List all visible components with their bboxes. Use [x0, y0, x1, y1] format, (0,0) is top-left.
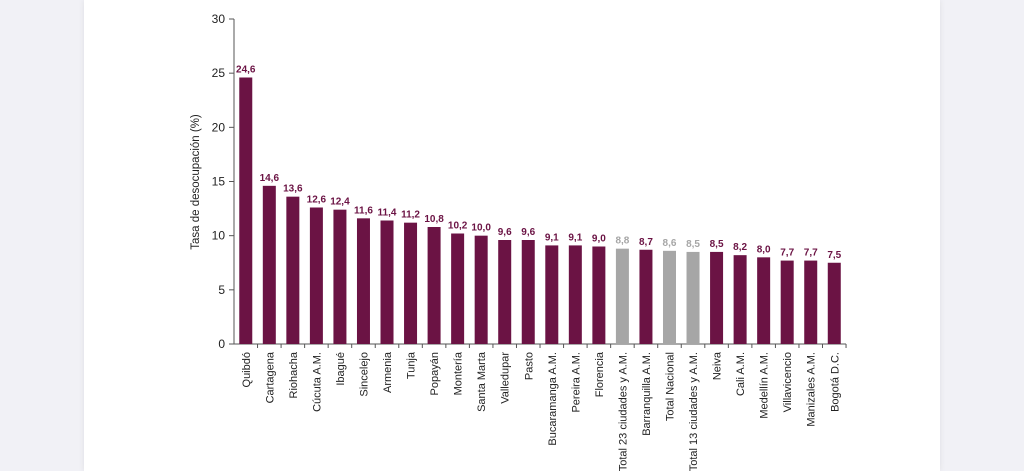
value-label: 11,2: [401, 210, 420, 221]
bar: [333, 209, 347, 344]
category-label: Florencia: [594, 351, 606, 397]
bar: [733, 255, 747, 344]
bar: [521, 240, 535, 344]
category-label: Armenia: [382, 351, 394, 393]
y-tick-label: 15: [212, 175, 226, 189]
bar: [686, 251, 700, 344]
value-label: 8,5: [710, 239, 724, 250]
y-tick-label: 0: [218, 337, 225, 351]
value-label: 9,0: [592, 234, 606, 245]
category-label: Popayán: [429, 352, 441, 395]
category-label: Total Nacional: [664, 352, 676, 421]
value-label: 8,8: [615, 236, 629, 247]
value-label: 8,0: [757, 244, 771, 255]
value-label: 7,7: [804, 248, 818, 259]
bar: [309, 207, 323, 344]
category-label: Sincelejo: [358, 352, 370, 397]
y-tick-label: 5: [218, 283, 225, 297]
category-label: Total 23 ciudades y A.M.: [617, 352, 629, 471]
category-label: Pasto: [523, 352, 535, 380]
bar: [262, 185, 276, 344]
value-label: 8,2: [733, 242, 747, 253]
bar: [780, 260, 794, 344]
bar: [804, 260, 818, 344]
bar: [427, 227, 441, 344]
y-tick-label: 10: [212, 229, 226, 243]
bar: [380, 220, 394, 344]
value-label: 11,6: [354, 205, 373, 216]
value-label: 9,6: [498, 227, 512, 238]
bar: [474, 235, 488, 344]
bar: [286, 196, 300, 344]
value-label: 14,6: [260, 173, 280, 184]
category-label: Montería: [453, 351, 465, 395]
y-tick-label: 25: [212, 66, 226, 80]
value-label: 9,1: [545, 232, 559, 243]
bar: [451, 233, 465, 344]
category-label: Medellín A.M.: [759, 352, 771, 419]
value-label: 9,1: [568, 232, 582, 243]
category-label: Valledupar: [500, 352, 512, 404]
category-label: Quibdó: [241, 352, 253, 387]
bar: [545, 245, 559, 344]
y-axis-label: Tasa de desocupación (%): [190, 114, 202, 250]
bar: [639, 249, 653, 344]
value-label: 10,0: [471, 223, 491, 234]
category-label: Neiva: [712, 351, 724, 380]
value-label: 10,2: [448, 221, 468, 232]
value-label: 8,7: [639, 237, 653, 248]
value-label: 8,5: [686, 239, 700, 250]
y-tick-label: 30: [212, 12, 226, 26]
category-label: Bogotá D.C.: [829, 352, 841, 412]
value-label: 12,4: [330, 197, 350, 208]
category-label: Riohacha: [288, 351, 300, 398]
bar: [710, 251, 724, 344]
bar: [662, 250, 676, 344]
value-label: 7,7: [780, 248, 794, 259]
y-tick-label: 20: [212, 120, 226, 134]
value-label: 10,8: [424, 214, 444, 225]
bar: [568, 245, 582, 344]
category-label: Pereira A.M.: [570, 352, 582, 413]
category-label: Cali A.M.: [735, 352, 747, 396]
bar: [757, 257, 771, 344]
chart-card: [84, 0, 940, 471]
value-label: 24,6: [236, 65, 256, 76]
bar: [498, 240, 512, 344]
category-label: Bucaramanga A.M.: [547, 352, 559, 446]
bar: [592, 246, 606, 344]
category-label: Barranquilla A.M.: [641, 352, 653, 436]
category-label: Santa Marta: [476, 351, 488, 412]
category-label: Manizales A.M.: [806, 352, 818, 427]
bar: [827, 262, 841, 344]
bar: [239, 77, 253, 344]
bar: [615, 248, 629, 344]
value-label: 11,4: [378, 208, 397, 219]
category-label: Ibagué: [335, 352, 347, 386]
category-label: Villavicencio: [782, 352, 794, 412]
value-label: 12,6: [307, 195, 327, 206]
category-label: Cúcuta A.M.: [311, 352, 323, 412]
value-label: 9,6: [521, 227, 535, 238]
value-label: 8,6: [663, 238, 677, 249]
category-label: Tunja: [406, 351, 418, 379]
value-label: 7,5: [827, 250, 841, 261]
bar: [404, 222, 418, 344]
bar: [356, 218, 370, 344]
value-label: 13,6: [283, 184, 303, 195]
category-label: Cartagena: [264, 351, 276, 403]
category-label: Total 13 ciudades y A.M.: [688, 352, 700, 471]
